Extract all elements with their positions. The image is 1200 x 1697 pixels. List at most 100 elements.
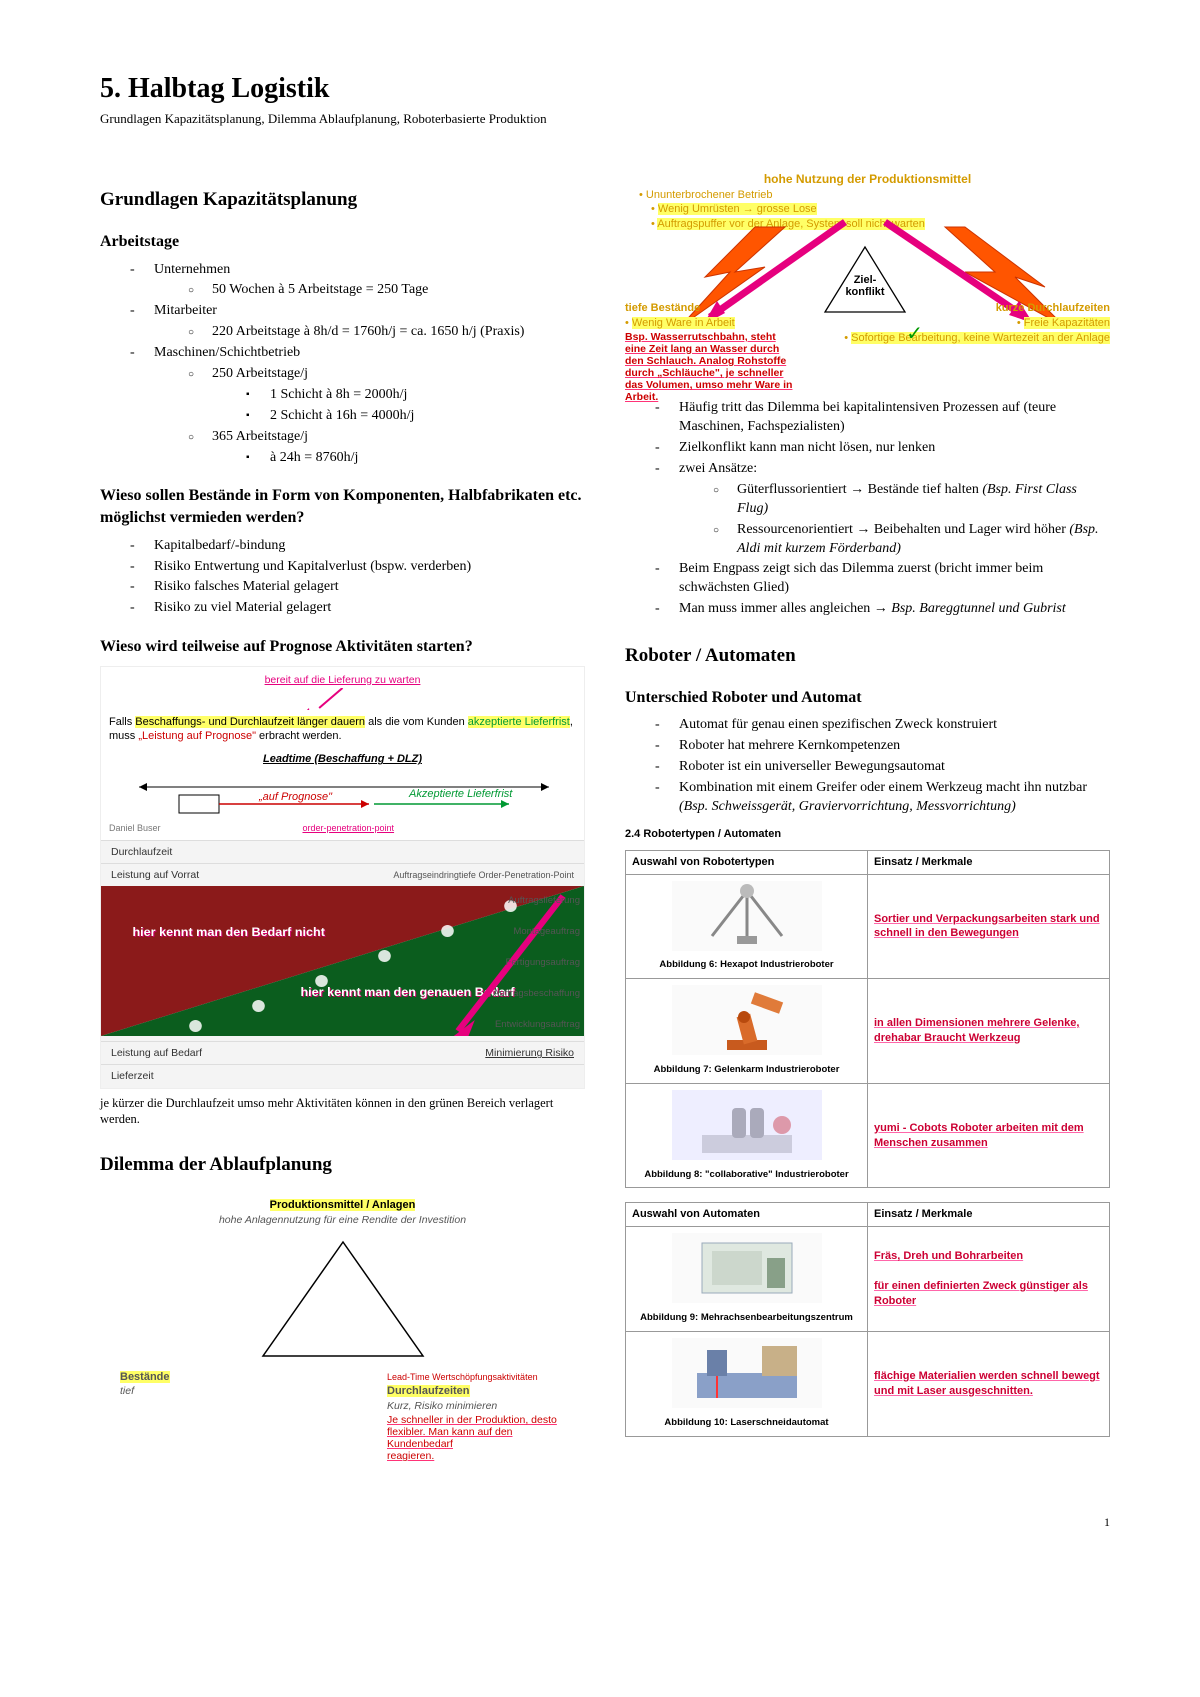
automat-desc: für einen definierten Zweck günstiger al…	[874, 1280, 1088, 1307]
prognose-text: Falls Beschaffungs- und Durchlaufzeit lä…	[109, 715, 576, 745]
opp-label: order-penetration-point	[161, 822, 536, 834]
arrow-down-icon	[109, 688, 576, 710]
text: Maschinen/Schichtbetrieb	[154, 345, 300, 360]
tri-right-annot2: flexibler. Man kann auf den Kundenbedarf	[387, 1426, 565, 1450]
milling-machine-icon	[672, 1233, 822, 1303]
tri-top-sub: hohe Anlagennutzung für eine Rendite der…	[219, 1214, 466, 1226]
list-item: Maschinen/Schichtbetrieb 250 Arbeitstage…	[130, 344, 585, 467]
leadtime-label: Leadtime (Beschaffung + DLZ)	[109, 752, 576, 767]
tri-left-label: Bestände	[120, 1371, 170, 1383]
heading-bestaende: Wieso sollen Bestände in Form von Kompon…	[100, 485, 585, 528]
right-column: hohe Nutzung der Produktionsmittel • Unu…	[625, 163, 1110, 1478]
page-subtitle: Grundlagen Kapazitätsplanung, Dilemma Ab…	[100, 110, 1110, 128]
list-item: Risiko zu viel Material gelagert	[130, 599, 585, 618]
heading-arbeitstage: Arbeitstage	[100, 231, 585, 253]
dilemma-small-figure: Produktionsmittel / Anlagen hohe Anlagen…	[100, 1188, 585, 1472]
table-row: Abbildung 7: Gelenkarm Industrieroboter …	[626, 979, 1110, 1084]
heading-roboter: Roboter / Automaten	[625, 643, 1110, 669]
opp-chart: Durchlaufzeit Leistung auf VorratAuftrag…	[101, 840, 584, 1088]
svg-text:hier kennt man den Bedarf nich: hier kennt man den Bedarf nicht	[133, 926, 325, 940]
robot-desc: Sortier und Verpackungsarbeiten stark un…	[874, 913, 1100, 940]
list-item: 50 Wochen à 5 Arbeitstage = 250 Tage	[188, 281, 585, 300]
heading-dilemma: Dilemma der Ablaufplanung	[100, 1152, 585, 1178]
unterschied-list: Automat für genau einen spezifischen Zwe…	[625, 716, 1110, 816]
text: Mitarbeiter	[154, 303, 217, 318]
list-item: Roboter hat mehrere Kernkompetenzen	[655, 737, 1110, 756]
robot-desc: yumi - Cobots Roboter arbeiten mit dem M…	[874, 1122, 1084, 1149]
text: 365 Arbeitstage/j	[212, 429, 308, 444]
tri-top-label: Produktionsmittel / Anlagen	[270, 1199, 416, 1211]
svg-text:Ziel-: Ziel-	[854, 274, 877, 286]
table-header: Auswahl von Robotertypen	[626, 850, 868, 874]
tri-right-sub: Kurz, Risiko minimieren	[387, 1400, 497, 1412]
prognose-figure: bereit auf die Lieferung zu warten Falls…	[100, 666, 585, 1089]
list-item: Roboter ist ein universeller Bewegungsau…	[655, 758, 1110, 777]
svg-text:Akzeptierte Lieferfrist: Akzeptierte Lieferfrist	[408, 788, 513, 800]
cobot-robot-icon	[672, 1090, 822, 1160]
tri-right-annot1: Je schneller in der Produktion, desto	[387, 1414, 565, 1426]
heading-unterschied: Unterschied Roboter und Automat	[625, 687, 1110, 709]
list-item: Ressourcenorientiert → Beibehalten und L…	[713, 521, 1110, 559]
tri-right-annot3: reagieren.	[387, 1450, 565, 1462]
leadtime-diagram: „auf Prognose" Akzeptierte Lieferfrist	[109, 767, 576, 817]
list-item: Häufig tritt das Dilemma bei kapitalinte…	[655, 399, 1110, 437]
table-header: Einsatz / Merkmale	[868, 850, 1110, 874]
text: Unternehmen	[154, 262, 230, 277]
list-item: zwei Ansätze: Güterflussorientiert → Bes…	[655, 460, 1110, 558]
table-header: Einsatz / Merkmale	[868, 1203, 1110, 1227]
arm-robot-icon	[672, 985, 822, 1055]
dilemma-notes-list: Häufig tritt das Dilemma bei kapitalinte…	[625, 399, 1110, 619]
list-item: 250 Arbeitstage/j 1 Schicht à 8h = 2000h…	[188, 365, 585, 426]
hexapod-robot-icon	[672, 881, 822, 951]
list-item: à 24h = 8760h/j	[246, 449, 585, 468]
list-item: 1 Schicht à 8h = 2000h/j	[246, 386, 585, 405]
list-item: Beim Engpass zeigt sich das Dilemma zuer…	[655, 560, 1110, 598]
laser-cutter-icon	[672, 1338, 822, 1408]
heading-grundlagen: Grundlagen Kapazitätsplanung	[100, 187, 585, 213]
author-label: Daniel Buser	[109, 822, 161, 834]
tri-right-pre: Lead-Time Wertschöpfungsaktivitäten	[387, 1372, 538, 1382]
list-item: 2 Schicht à 16h = 4000h/j	[246, 407, 585, 426]
list-item: 220 Arbeitstage à 8h/d = 1760h/j = ca. 1…	[188, 323, 585, 342]
list-item: Güterflussorientiert → Bestände tief hal…	[713, 481, 1110, 519]
list-item: Kapitalbedarf/-bindung	[130, 537, 585, 556]
automat-desc: flächige Materialien werden schnell bewe…	[874, 1370, 1100, 1397]
robot-desc: in allen Dimensionen mehrere Gelenke, dr…	[874, 1017, 1079, 1044]
list-item: Risiko falsches Material gelagert	[130, 578, 585, 597]
automaten-table: Auswahl von Automaten Einsatz / Merkmale…	[625, 1202, 1110, 1436]
page-number: 1	[100, 1514, 1110, 1530]
list-item: Automat für genau einen spezifischen Zwe…	[655, 716, 1110, 735]
list-item: 365 Arbeitstage/j à 24h = 8760h/j	[188, 428, 585, 468]
list-item: Zielkonflikt kann man nicht lösen, nur l…	[655, 439, 1110, 458]
svg-text:konflikt: konflikt	[845, 286, 884, 298]
automat-desc: Fräs, Dreh und Bohrarbeiten	[874, 1250, 1023, 1262]
page-title: 5. Halbtag Logistik	[100, 70, 1110, 108]
prognose-caption: je kürzer die Durchlaufzeit umso mehr Ak…	[100, 1095, 585, 1129]
checkmark-icon: ✓	[906, 321, 923, 348]
text: 250 Arbeitstage/j	[212, 366, 308, 381]
svg-text:„auf Prognose": „auf Prognose"	[258, 791, 333, 803]
heading-prognose: Wieso wird teilweise auf Prognose Aktivi…	[100, 636, 585, 658]
table-header: Auswahl von Automaten	[626, 1203, 868, 1227]
bestaende-list: Kapitalbedarf/-bindung Risiko Entwertung…	[100, 537, 585, 619]
list-item: Unternehmen 50 Wochen à 5 Arbeitstage = …	[130, 261, 585, 301]
table-row: Abbildung 6: Hexapot Industrieroboter So…	[626, 874, 1110, 979]
arbeitstage-list: Unternehmen 50 Wochen à 5 Arbeitstage = …	[100, 261, 585, 468]
list-item: Man muss immer alles angleichen → Bsp. B…	[655, 600, 1110, 619]
annotation-pink: bereit auf die Lieferung zu warten	[265, 674, 421, 686]
dilemma-big-figure: hohe Nutzung der Produktionsmittel • Unu…	[625, 171, 1110, 351]
two-column-layout: Grundlagen Kapazitätsplanung Arbeitstage…	[100, 163, 1110, 1478]
tri-left-sub: tief	[120, 1385, 134, 1397]
robot-types-table: Auswahl von Robotertypen Einsatz / Merkm…	[625, 850, 1110, 1189]
tri-right-label: Durchlaufzeiten	[387, 1385, 470, 1397]
bigdil-top: hohe Nutzung der Produktionsmittel	[625, 171, 1110, 187]
list-item: Risiko Entwertung und Kapitalverlust (bs…	[130, 558, 585, 577]
table-row: Abbildung 9: Mehrachsenbearbeitungszentr…	[626, 1227, 1110, 1332]
left-column: Grundlagen Kapazitätsplanung Arbeitstage…	[100, 163, 585, 1478]
list-item: Kombination mit einem Greifer oder einem…	[655, 779, 1110, 817]
table-row: Abbildung 8: "collaborative" Industriero…	[626, 1083, 1110, 1188]
table-row: Abbildung 10: Laserschneidautomat flächi…	[626, 1331, 1110, 1436]
table1-heading: 2.4 Robotertypen / Automaten	[625, 827, 1110, 842]
triangle-icon	[253, 1234, 433, 1364]
list-item: Mitarbeiter 220 Arbeitstage à 8h/d = 176…	[130, 302, 585, 342]
